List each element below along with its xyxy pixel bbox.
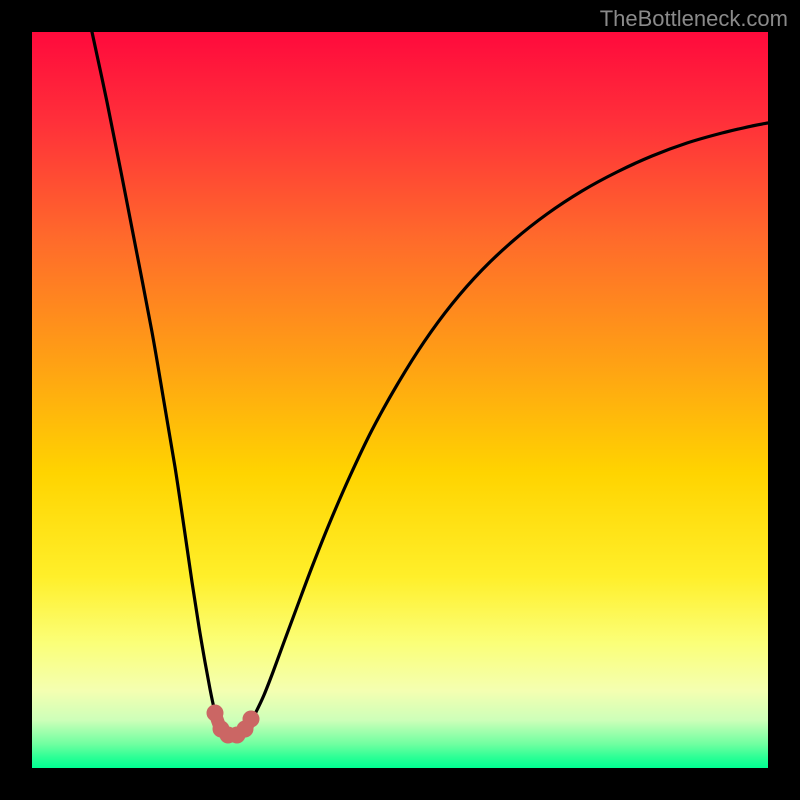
curve-layer [32, 32, 768, 768]
highlight-dot [207, 705, 224, 722]
chart-root: TheBottleneck.com [0, 0, 800, 800]
curve-highlight [207, 705, 260, 744]
highlight-dot [243, 711, 260, 728]
bottleneck-curve [92, 32, 768, 736]
plot-area [32, 32, 768, 768]
watermark-text: TheBottleneck.com [600, 6, 788, 32]
